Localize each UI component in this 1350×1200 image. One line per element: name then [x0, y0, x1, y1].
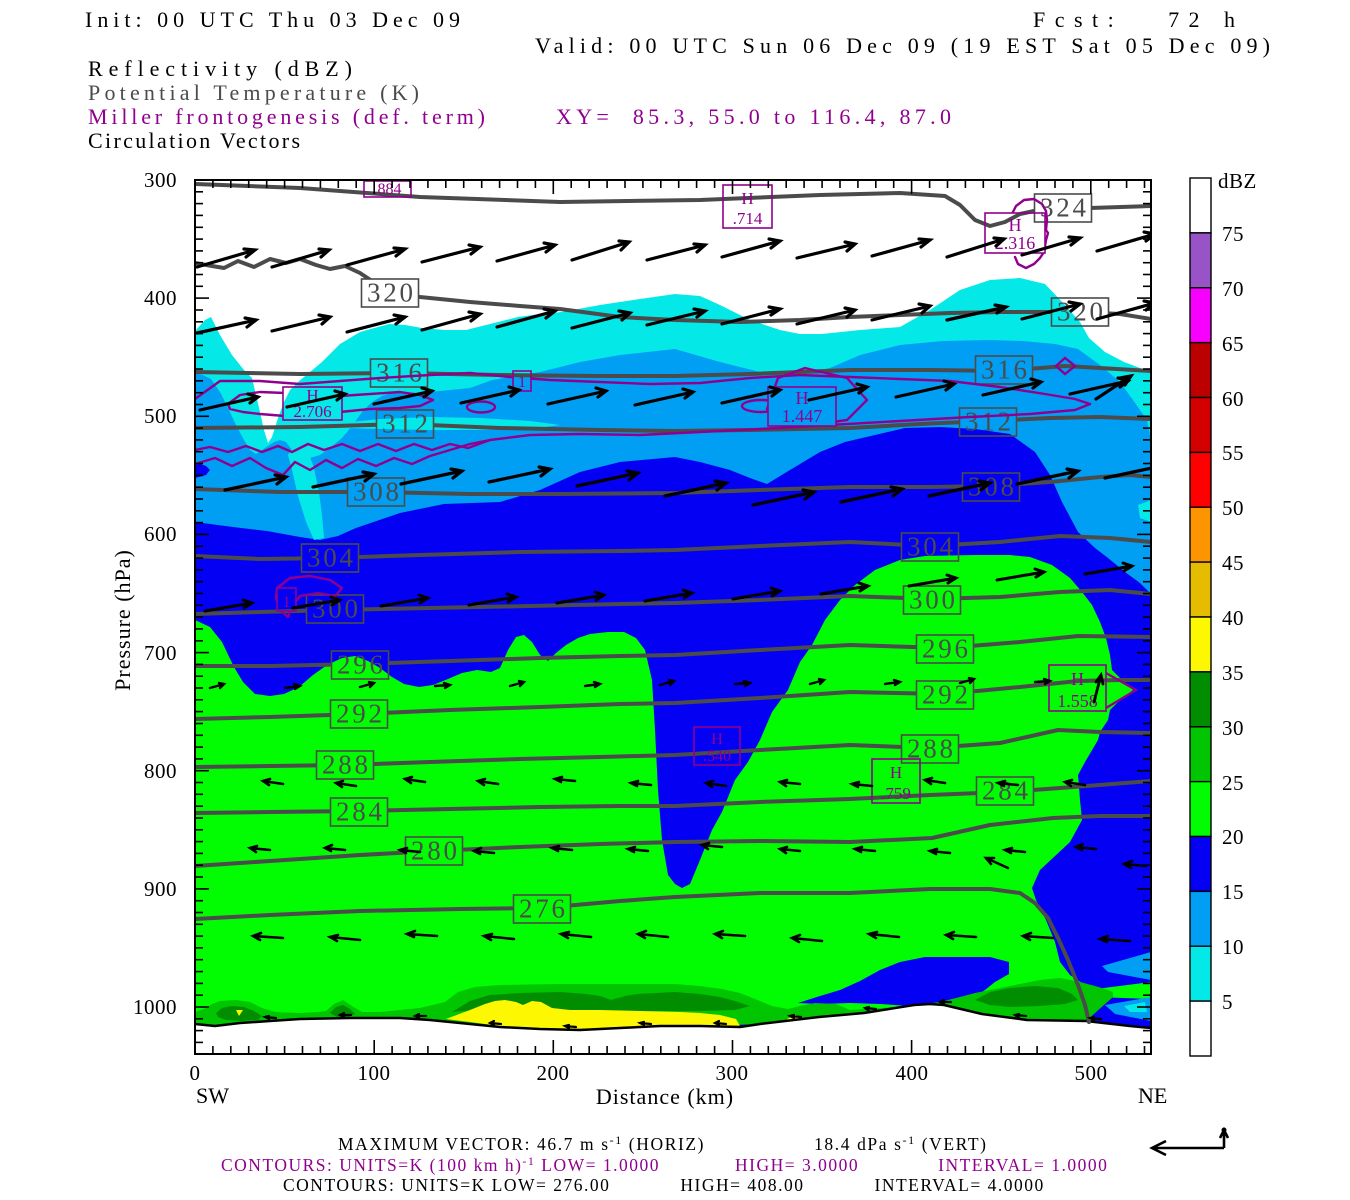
svg-text:700: 700: [144, 641, 177, 665]
svg-text:2.706: 2.706: [293, 402, 331, 421]
svg-text:Distance (km): Distance (km): [596, 1084, 734, 1109]
svg-text:316: 316: [981, 355, 1027, 385]
svg-text:25: 25: [1222, 771, 1244, 795]
svg-text:1: 1: [283, 594, 291, 611]
svg-text:SW: SW: [196, 1083, 229, 1108]
svg-text:50: 50: [1222, 496, 1244, 520]
svg-text:296: 296: [922, 634, 968, 664]
svg-text:60: 60: [1222, 387, 1244, 411]
svg-text:.540: .540: [703, 748, 731, 765]
svg-text:10: 10: [1222, 935, 1244, 959]
svg-text:1.558: 1.558: [1057, 691, 1098, 711]
svg-text:H: H: [1071, 669, 1084, 689]
svg-text:1000: 1000: [133, 995, 177, 1019]
svg-text:296: 296: [337, 650, 383, 680]
svg-text:900: 900: [144, 877, 177, 901]
svg-text:Potential Temperature (K): Potential Temperature (K): [88, 80, 419, 105]
svg-text:Pressure (hPa): Pressure (hPa): [110, 549, 135, 691]
svg-text:500: 500: [144, 404, 177, 428]
svg-text:308: 308: [353, 477, 399, 507]
svg-text:20: 20: [1222, 825, 1244, 849]
svg-text:400: 400: [896, 1061, 929, 1085]
svg-text:70: 70: [1222, 277, 1244, 301]
svg-text:600: 600: [144, 522, 177, 546]
svg-text:1.447: 1.447: [782, 406, 823, 426]
svg-text:800: 800: [144, 759, 177, 783]
svg-text:200: 200: [537, 1061, 570, 1085]
svg-text:65: 65: [1222, 332, 1244, 356]
svg-text:320: 320: [367, 278, 413, 308]
svg-text:Circulation Vectors: Circulation Vectors: [88, 128, 300, 153]
svg-text:304: 304: [307, 543, 354, 573]
svg-text:276: 276: [519, 894, 565, 924]
svg-text:45: 45: [1222, 551, 1244, 575]
svg-text:292: 292: [336, 699, 382, 729]
svg-text:288: 288: [322, 750, 368, 780]
svg-text:Valid: 00 UTC Sun 06 Dec 09 (1: Valid: 00 UTC Sun 06 Dec 09 (19 EST Sat …: [535, 33, 1270, 58]
svg-text:.884: .884: [374, 181, 402, 198]
svg-text:H: H: [890, 763, 902, 782]
svg-text:H: H: [796, 388, 809, 408]
svg-text:292: 292: [922, 680, 968, 710]
svg-text:312: 312: [382, 409, 428, 439]
svg-text:H: H: [711, 731, 723, 748]
svg-text:H: H: [741, 189, 753, 208]
svg-text:304: 304: [907, 532, 954, 562]
svg-text:0: 0: [190, 1061, 201, 1085]
svg-text:Miller frontogenesis (def. ter: Miller frontogenesis (def. term): [88, 104, 485, 129]
svg-text:400: 400: [144, 286, 177, 310]
svg-text:40: 40: [1222, 606, 1244, 630]
svg-text:.759: .759: [881, 784, 911, 803]
svg-text:MAXIMUM VECTOR: 46.7 m s-1 (H: MAXIMUM VECTOR: 46.7 m s-1 (HORIZ) 18.4 …: [338, 1133, 988, 1154]
svg-text:100: 100: [358, 1061, 391, 1085]
svg-text:.714: .714: [733, 209, 763, 228]
svg-text:316: 316: [376, 358, 422, 388]
svg-text:dBZ: dBZ: [1218, 169, 1257, 193]
svg-text:15: 15: [1222, 880, 1244, 904]
svg-text:312: 312: [965, 407, 1011, 437]
svg-text:500: 500: [1075, 1061, 1108, 1085]
svg-text:35: 35: [1222, 661, 1244, 685]
svg-text:300: 300: [716, 1061, 749, 1085]
svg-text:XY= 85.3, 55.0 to 116.4, 87.0: XY= 85.3, 55.0 to 116.4, 87.0: [556, 104, 951, 129]
svg-text:5: 5: [1222, 990, 1233, 1014]
svg-text:75: 75: [1222, 222, 1244, 246]
svg-text:30: 30: [1222, 716, 1244, 740]
svg-text:55: 55: [1222, 441, 1244, 465]
svg-text:Init: 00 UTC Thu 03 Dec 09: Init: 00 UTC Thu 03 Dec 09: [85, 7, 460, 32]
svg-text:284: 284: [336, 797, 383, 827]
svg-text:1: 1: [518, 374, 526, 391]
svg-text:H: H: [1009, 215, 1022, 235]
svg-text:NE: NE: [1138, 1083, 1167, 1108]
svg-text:300: 300: [144, 168, 177, 192]
svg-text:320: 320: [1057, 297, 1103, 327]
svg-text:280: 280: [411, 836, 457, 866]
svg-text:300: 300: [909, 585, 955, 615]
